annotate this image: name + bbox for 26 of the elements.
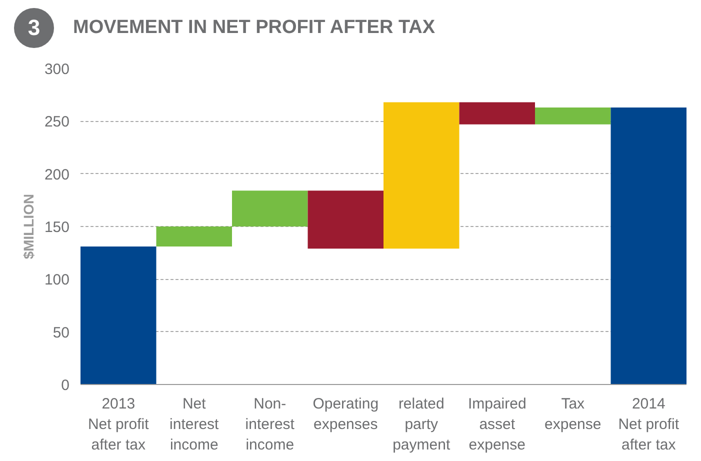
x-tick-label: 2013 Net profit after tax (88, 396, 150, 454)
x-tick-label: Operating expenses (312, 396, 379, 433)
y-tick-label: 300 (44, 61, 70, 78)
bar (384, 102, 460, 249)
x-tick-label: related party payment (392, 396, 451, 454)
x-tick-label: 2014 Net profit after tax (618, 396, 680, 454)
x-tick-label: Impaired asset expense (468, 396, 526, 454)
y-tick-label: 150 (44, 219, 70, 236)
text: 3 (28, 14, 40, 42)
x-tick-label: Net interest income (170, 396, 220, 454)
bar (308, 190, 384, 249)
chart-title: MOVEMENT IN NET PROFIT AFTER TAX (73, 16, 436, 40)
bar (459, 102, 535, 124)
y-tick-label: 200 (44, 166, 70, 184)
y-tick-label: 0 (61, 377, 70, 394)
bar (156, 226, 232, 247)
bar (80, 246, 156, 384)
y-tick-label: 50 (52, 324, 70, 342)
y-tick-label: 250 (44, 114, 70, 131)
bar (535, 107, 611, 124)
bar (232, 190, 308, 226)
y-axis-title: $MILLION (20, 194, 36, 260)
y-tick-label: 100 (44, 272, 70, 289)
x-tick-label: Non- interest income (245, 396, 296, 454)
bar (610, 107, 686, 384)
x-tick-label: Tax expense (544, 396, 602, 433)
